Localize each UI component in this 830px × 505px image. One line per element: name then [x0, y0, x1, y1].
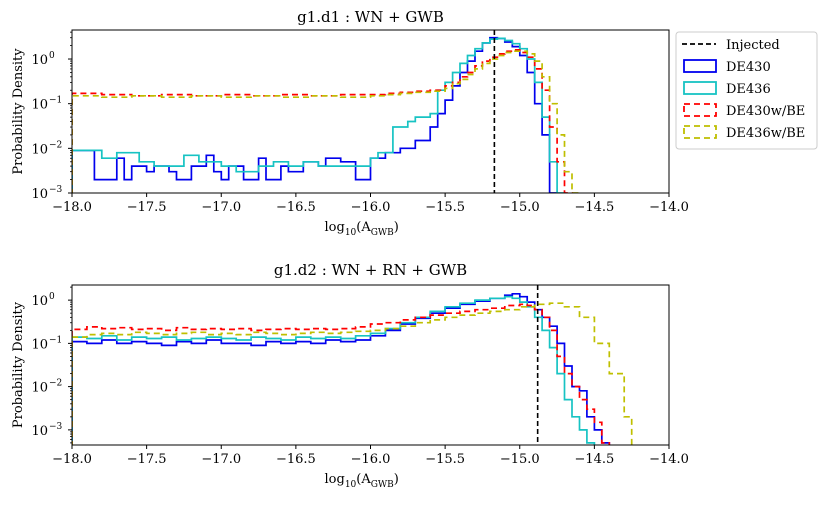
legend-swatch — [683, 125, 717, 139]
series-de430 — [72, 292, 611, 445]
legend-item: DE436w/BE — [683, 125, 805, 141]
y-tick-exponent: 0 — [49, 292, 55, 302]
y-tick-label: 10 — [31, 337, 48, 352]
series-de436wbe — [72, 50, 581, 193]
y-tick-label: 10 — [31, 142, 48, 157]
y-tick-label: 10 — [31, 424, 48, 439]
legend-swatch — [683, 103, 717, 117]
y-tick-exponent: −2 — [49, 140, 62, 150]
x-tick-label: −15.0 — [500, 200, 540, 215]
legend-swatch — [683, 81, 717, 95]
y-axis-label: Probability Density — [11, 301, 26, 428]
legend-box — [675, 31, 818, 150]
x-tick-label: −15.5 — [425, 200, 465, 215]
legend: Injected DE430 DE436 DE430w/BE DE436w/BE — [675, 31, 818, 150]
y-tick-exponent: −3 — [49, 185, 63, 195]
legend-item: DE430w/BE — [683, 103, 805, 119]
x-tick-label: −15.5 — [425, 452, 465, 467]
y-tick-label: 10 — [31, 98, 48, 113]
panel-title: g1.d2 : WN + RN + GWB — [274, 261, 467, 279]
x-tick-label: −17.5 — [127, 200, 167, 215]
series-de436 — [72, 37, 566, 193]
x-tick-label: −14.5 — [574, 452, 614, 467]
series-de430wbe — [72, 49, 573, 193]
x-axis-label: log10(AGWB) — [325, 220, 399, 238]
x-tick-label: −18.0 — [52, 452, 92, 467]
series-de430wbe — [72, 303, 611, 445]
y-axis-label: Probability Density — [11, 48, 26, 175]
y-tick-exponent: −2 — [49, 379, 62, 389]
panel-1: g1.d1 : WN + GWB −18.0 −17.5 −17.0 −16.5 −16.… — [11, 8, 689, 238]
x-tick-label: −14.0 — [649, 200, 689, 215]
legend-label: DE436w/BE — [726, 126, 805, 141]
legend-item: DE436 — [683, 81, 771, 97]
y-tick-label: 10 — [31, 187, 48, 202]
x-tick-label: −16.5 — [276, 452, 316, 467]
x-tick-label: −14.0 — [649, 452, 689, 467]
x-tick-label: −15.0 — [500, 452, 540, 467]
legend-label: DE430 — [726, 60, 771, 75]
x-tick-label: −17.0 — [201, 200, 241, 215]
x-tick-label: −16.0 — [351, 452, 391, 467]
x-tick-label: −16.0 — [351, 200, 391, 215]
series-de430 — [72, 36, 558, 193]
legend-swatch — [683, 59, 717, 73]
y-tick-label: 10 — [31, 381, 48, 396]
y-tick-exponent: −1 — [49, 96, 62, 106]
legend-item: DE430 — [683, 59, 771, 75]
x-tick-label: −16.5 — [276, 200, 316, 215]
y-tick-label: 10 — [31, 53, 48, 68]
x-tick-label: −17.5 — [127, 452, 167, 467]
y-tick-label: 10 — [31, 294, 48, 309]
x-tick-label: −18.0 — [52, 200, 92, 215]
series-de436wbe — [72, 302, 633, 445]
y-tick-exponent: −1 — [49, 335, 62, 345]
x-axis-label: log10(AGWB) — [325, 472, 399, 490]
x-tick-label: −17.0 — [201, 452, 241, 467]
x-tick-label: −14.5 — [574, 200, 614, 215]
legend-label: DE430w/BE — [726, 104, 805, 119]
legend-label: DE436 — [726, 82, 771, 97]
legend-item: Injected — [682, 38, 780, 53]
panel-2: g1.d2 : WN + RN + GWB −18.0 −17.5 −17.0 −16.… — [11, 261, 689, 490]
series-de436 — [72, 295, 596, 445]
panel-title: g1.d1 : WN + GWB — [297, 8, 444, 26]
y-tick-exponent: 0 — [49, 51, 55, 61]
y-tick-exponent: −3 — [49, 422, 63, 432]
legend-label: Injected — [726, 38, 780, 53]
